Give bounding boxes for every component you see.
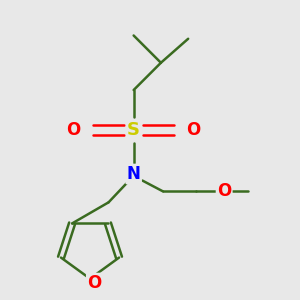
Text: S: S [127,122,140,140]
Text: O: O [217,182,231,200]
Text: O: O [87,274,101,292]
Text: N: N [127,165,141,183]
Text: O: O [187,122,201,140]
Text: O: O [67,122,81,140]
